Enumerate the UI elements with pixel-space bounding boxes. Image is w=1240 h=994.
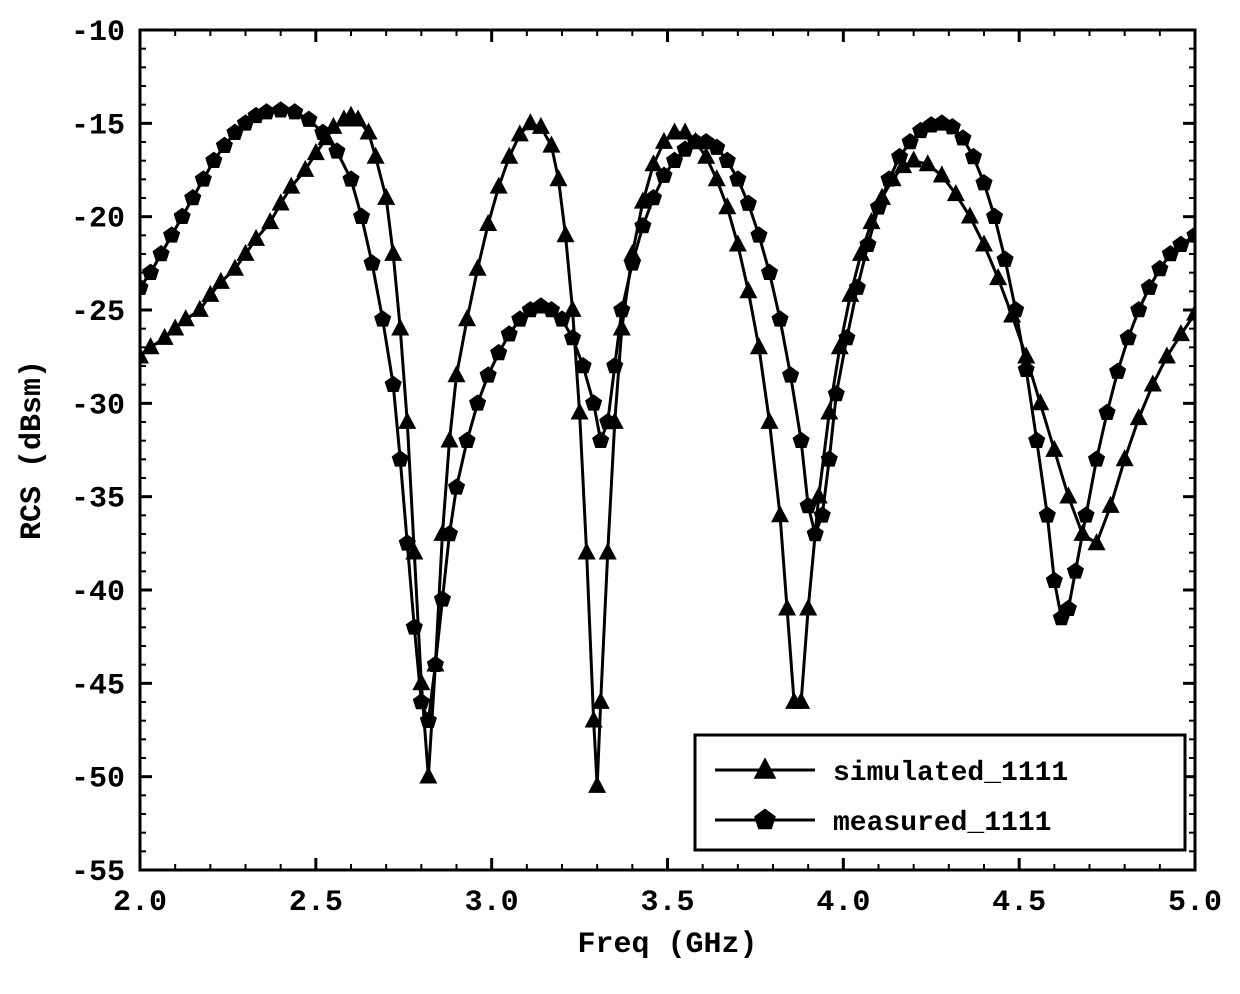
x-tick-label: 4.5 <box>992 886 1046 920</box>
x-tick-label: 4.0 <box>816 886 870 920</box>
y-axis-label: RCS (dBsm) <box>16 360 50 540</box>
x-tick-label: 3.5 <box>640 886 694 920</box>
y-tick-label: -15 <box>71 109 125 143</box>
x-tick-label: 2.5 <box>289 886 343 920</box>
legend: simulated_1111 measured_1111 <box>695 735 1185 850</box>
x-tick-label: 2.0 <box>113 886 167 920</box>
legend-label: simulated_1111 <box>833 758 1068 789</box>
y-tick-label: -30 <box>71 389 125 423</box>
chart-svg: 2.0 2.5 3.0 3.5 4.0 4.5 5.0 -55 -50 -45 -40 -35 -30 -… <box>0 0 1240 994</box>
x-tick-label: 3.0 <box>465 886 519 920</box>
y-tick-label: -20 <box>71 203 125 237</box>
y-tick-label: -25 <box>71 296 125 330</box>
y-tick-label: -50 <box>71 763 125 797</box>
x-tick-label: 5.0 <box>1168 886 1222 920</box>
y-tick-label: -35 <box>71 483 125 517</box>
legend-label: measured_1111 <box>833 808 1051 839</box>
y-tick-label: -45 <box>71 669 125 703</box>
y-tick-label: -10 <box>71 16 125 50</box>
y-tick-label: -55 <box>71 856 125 890</box>
rcs-chart: 2.0 2.5 3.0 3.5 4.0 4.5 5.0 -55 -50 -45 -40 -35 -30 -… <box>0 0 1240 994</box>
x-axis-label: Freq (GHz) <box>577 928 757 962</box>
y-tick-label: -40 <box>71 576 125 610</box>
